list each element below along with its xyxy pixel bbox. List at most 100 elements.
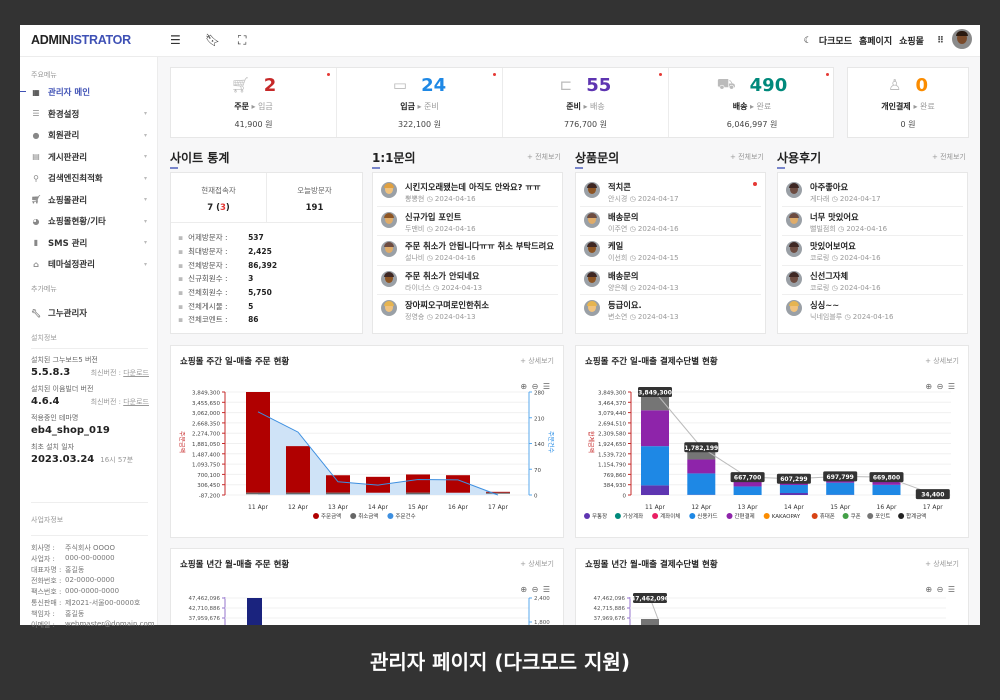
legend-marker [726,513,733,519]
zoom-toolbar-icons[interactable]: ⊕ ⊖ ☰ [925,585,956,594]
sidebar-item-6[interactable]: 🛒︎ 쇼핑몰관리 ▾ [31,194,151,206]
legend-label: 쿠폰 [851,513,861,520]
list-item[interactable]: 주문 취소가 안되네요 라이너스 ◷ 2024-04-13 [377,266,558,295]
list-item[interactable]: 장아찌오구며로인한취소 정영숑 ◷ 2024-04-13 [377,295,558,325]
post-meta: 양은혜 ◷ 2024-04-13 [608,283,679,293]
sidebar-item-label: 테마설정관리 [48,260,95,270]
moon-icon[interactable]: ☾ [803,35,812,46]
post-title[interactable]: 신선그자체 [810,270,849,281]
biz-info-row: 팩스번호 :000-0000-0000 [31,587,120,596]
logo[interactable]: ADMINISTRATOR [31,33,131,47]
sidebar-item-3[interactable]: ● 회원관리 ▾ [31,129,151,142]
post-title[interactable]: 아주좋아요 [810,182,849,192]
list-item[interactable]: 싱싱~~ 닉네임블루 ◷ 2024-04-16 [782,295,963,325]
list-item[interactable]: 시킨지오래됐는데 아직도 안와요? ㅠㅠ 뽕뽕현 ◷ 2024-04-16 [377,177,558,207]
new-indicator [826,73,829,76]
x-tick-label: 16 Apr [877,504,897,511]
apps-grid-icon[interactable]: ⠿ [936,35,944,46]
post-title[interactable]: 싱싱~~ [810,300,840,310]
shop-link[interactable]: 쇼핑몰 [899,37,924,47]
bar-주문금액 [246,392,270,493]
detail-link[interactable]: + 상세보기 [520,560,554,568]
personal-payment-card[interactable]: ♙ 0 개인결제 ▸ 완료 0 원 [847,67,969,138]
post-meta: 설나비 ◷ 2024-04-16 [405,253,476,263]
view-all-link[interactable]: + 전체보기 [730,153,764,161]
post-title[interactable]: 시킨지오래됐는데 아직도 안와요? ㅠㅠ [405,182,541,192]
view-all-link[interactable]: + 전체보기 [932,153,966,161]
post-title[interactable]: 적치콘 [608,182,631,192]
fullscreen-icon[interactable]: ⛶ [238,33,247,47]
list-item[interactable]: 맛있어보여요 코로링 ◷ 2024-04-16 [782,236,963,266]
chevron-down-icon: ▾ [143,174,147,182]
cart-icon: 🛒︎ [31,195,42,204]
sidebar-item-4[interactable]: ▤ 게시판관리 ▾ [31,151,151,163]
sidebar-item-5[interactable]: ⚲ 검색엔진최적화 ▾ [31,172,151,185]
list-item[interactable]: 등급이요. 변소연 ◷ 2024-04-13 [580,295,761,325]
chart-card-3: 쇼핑몰 년간 월-매출 주문 현황 + 상세보기 ⊕ ⊖ ☰ 47,462,096 42… [170,548,564,625]
list-item[interactable]: 케일 이선희 ◷ 2024-04-15 [580,236,761,266]
detail-link[interactable]: + 상세보기 [925,357,959,365]
stat-label: 준비 [566,102,581,111]
download-link[interactable]: 다운로드 [123,369,149,377]
post-date: 2024-04-13 [637,283,679,292]
list-item[interactable]: 신선그자체 코로링 ◷ 2024-04-16 [782,266,963,295]
y-tick-label: 2,668,350 [192,421,220,427]
bookmark-icon[interactable]: 🔖︎ [205,33,221,47]
data-label-box [730,472,765,483]
y-tick-label: 37,959,676 [189,616,221,622]
dark-mode-link[interactable]: 다크모드 [818,37,852,47]
stat-card-2[interactable]: ▭ 24 입금 ▸ 준비 322,100 원 [337,68,503,137]
stat-card-4[interactable]: ⛟ 490 배송 ▸ 완료 6,046,997 원 [669,68,835,137]
avatar [584,300,600,316]
sidebar-item-9[interactable]: ⌂ 테마설정관리 ▾ [31,258,151,271]
zoom-toolbar-icons[interactable]: ⊕ ⊖ ☰ [520,382,551,391]
post-title[interactable]: 등급이요. [608,300,642,310]
post-title[interactable]: 맛있어보여요 [810,241,856,251]
chevron-down-icon: ▾ [143,217,147,225]
stat-card-1[interactable]: 🛒︎ 2 주문 ▸ 입금 41,900 원 [171,68,337,137]
stat-card-3[interactable]: ⊏ 55 준비 ▸ 배송 776,700 원 [503,68,669,137]
list-item[interactable]: 아주좋아요 게다래 ◷ 2024-04-17 [782,177,963,207]
y-tick-label: 3,849,300 [192,391,220,397]
post-title[interactable]: 주문 취소가 안됩니다ㅠㅠ 취소 부탁드려요 [405,241,554,251]
sidebar-item-8[interactable]: ▮ SMS 관리 ▾ [31,237,151,249]
sidebar-item-gnu-admin[interactable]: 🔧︎ 그누관리자 [31,307,151,320]
sidebar-item-label: 회원관리 [48,131,80,141]
clock-icon: ◷ [629,313,636,321]
download-link[interactable]: 다운로드 [123,398,149,406]
post-title[interactable]: 장아찌오구며로인한취소 [405,300,489,310]
sidebar-item-7[interactable]: ◕ 쇼핑몰현황/기타 ▾ [31,215,151,228]
site-stats-box: 현재접속자 7 (3) 오늘방문자 191 ▪ 어제방문자 :537 ▪ 최대방문자 … [170,172,363,334]
post-title[interactable]: 너무 맛있어요 [810,211,859,222]
chevron-down-icon: ▾ [143,153,147,160]
list-item[interactable]: 너무 맛있어요 뻘빌점희 ◷ 2024-04-16 [782,207,963,236]
post-meta: 뽕뽕현 ◷ 2024-04-16 [405,194,476,204]
post-title[interactable]: 신규가입 포인트 [405,211,462,222]
sidebar-item-1[interactable]: ▦ 관리자 메인 [20,86,151,98]
post-date: 2024-04-16 [852,313,894,321]
zoom-toolbar-icons[interactable]: ⊕ ⊖ ☰ [925,382,956,391]
sidebar-item-2[interactable]: ☰ 환경설정 ▾ [31,108,151,120]
bar [641,619,659,625]
post-title[interactable]: 주문 취소가 안되네요 [405,270,480,281]
detail-link[interactable]: + 상세보기 [925,560,959,568]
view-all-link[interactable]: + 전체보기 [527,153,561,161]
x-tick-label: 16 Apr [448,504,468,511]
hamburger-icon[interactable]: ☰ [170,33,181,47]
post-title[interactable]: 케일 [608,241,624,251]
zoom-toolbar-icons[interactable]: ⊕ ⊖ ☰ [520,585,551,594]
list-item[interactable]: 적치콘 안시경 ◷ 2024-04-17 [580,177,761,207]
post-title[interactable]: 배송문의 [608,270,639,281]
post-title[interactable]: 배송문의 [608,211,639,222]
homepage-link[interactable]: 홈페이지 [859,37,893,47]
user-avatar[interactable] [952,29,972,49]
detail-link[interactable]: + 상세보기 [520,357,554,365]
list-item[interactable]: 신규가입 포인트 두맨비 ◷ 2024-04-16 [377,207,558,236]
data-label: 667,700 [734,475,761,482]
install-info-item: 적용중인 테마명 eb4_shop_019 [31,413,149,436]
legend-label: 주문건수 [395,513,415,520]
avatar [381,300,397,316]
list-item[interactable]: 배송문의 이주연 ◷ 2024-04-16 [580,207,761,236]
